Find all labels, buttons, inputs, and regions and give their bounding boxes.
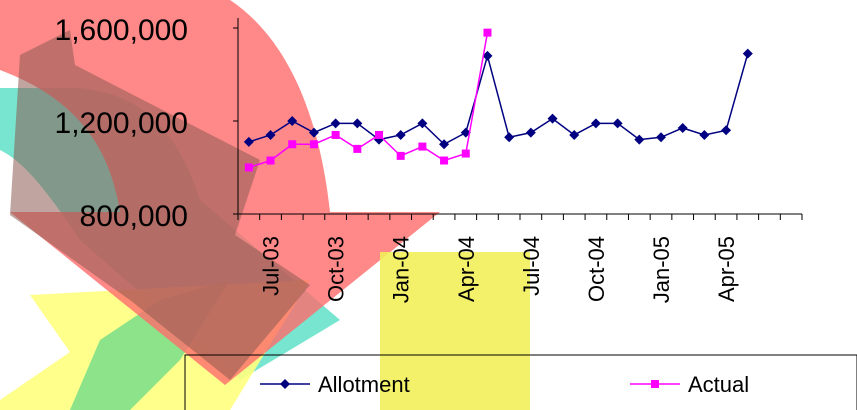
legend-items: Allotment Actual [260,372,749,397]
legend-box [184,354,857,410]
data-point-actual [309,140,318,149]
legend-label-allotment: Allotment [318,372,410,397]
data-point-allotment [656,132,666,143]
x-tick-label: Apr-04 [454,236,479,302]
overlay-shapes [0,0,530,410]
x-tick-label: Oct-04 [584,236,609,302]
data-point-allotment [634,134,645,145]
data-point-actual [418,142,427,151]
data-point-allotment [504,132,515,143]
data-point-actual [353,144,362,153]
data-point-allotment [547,113,558,124]
data-point-actual [483,28,492,37]
legend-marker-allotment [280,379,290,389]
data-point-allotment [460,127,471,138]
data-point-allotment [417,118,428,129]
yellow-rect-shape [380,252,530,410]
data-point-allotment [265,129,276,140]
data-point-allotment [525,127,536,138]
x-tick-label: Jan-04 [389,236,414,303]
x-tick-label: Apr-05 [714,236,739,302]
legend [184,354,857,410]
legend-marker-actual [651,380,659,388]
data-point-allotment [721,125,732,136]
data-point-allotment [352,118,363,129]
x-tick-label: Jan-05 [649,236,674,303]
data-point-allotment [612,118,623,129]
data-point-allotment [569,129,580,140]
y-tick-label: 800,000 [80,200,188,233]
data-point-allotment [742,48,753,59]
data-point-actual [266,156,275,165]
data-point-allotment [308,127,319,138]
x-tick-label: Oct-03 [324,236,349,302]
legend-label-actual: Actual [688,372,749,397]
data-point-allotment [330,118,341,129]
data-point-allotment [439,139,450,150]
data-point-actual [396,151,405,160]
chart-axes: 800,000 1,200,000 1,600,000 Jul-03 Oct-03 Jan… [55,14,803,303]
data-point-allotment [287,116,298,126]
data-point-allotment [243,136,254,147]
data-point-allotment [677,122,688,133]
brown-arrow-shape [10,30,310,380]
data-point-actual [375,130,383,139]
data-point-actual [244,163,253,172]
data-point-actual [440,156,449,165]
chart-marks [243,28,753,172]
data-point-allotment [482,50,493,61]
x-tick-label: Jul-04 [519,236,544,296]
data-point-allotment [699,129,710,140]
series-line-allotment [248,53,749,146]
data-point-actual [288,140,297,149]
y-tick-label: 1,600,000 [55,14,188,47]
data-point-actual [331,130,340,139]
x-tick-label: Jul-03 [259,236,284,296]
data-point-actual [461,149,470,158]
data-point-allotment [590,118,601,129]
y-tick-label: 1,200,000 [55,107,188,140]
data-point-allotment [395,129,406,140]
